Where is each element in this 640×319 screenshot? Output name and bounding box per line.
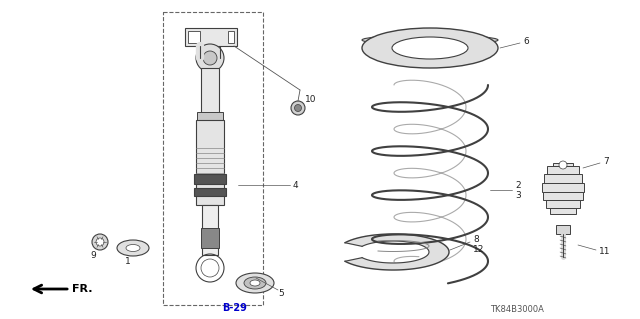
Ellipse shape (244, 277, 266, 289)
Text: B-29: B-29 (222, 303, 247, 313)
Bar (163, 12, 263, 305)
Bar (196, 120, 224, 205)
Text: 9: 9 (90, 251, 96, 261)
Bar (201, 228, 219, 248)
Bar (197, 112, 223, 120)
Polygon shape (345, 234, 449, 270)
Text: 7: 7 (603, 158, 609, 167)
Bar (194, 188, 226, 196)
Ellipse shape (117, 240, 149, 256)
Text: 2: 2 (515, 182, 520, 190)
Text: FR.: FR. (72, 284, 93, 294)
Ellipse shape (236, 273, 274, 293)
Bar (556, 225, 570, 234)
Text: 8: 8 (473, 234, 479, 243)
Bar (543, 192, 583, 200)
Bar (542, 183, 584, 192)
Bar (553, 163, 573, 166)
Text: 4: 4 (293, 181, 299, 189)
Bar (550, 208, 576, 214)
Ellipse shape (362, 28, 498, 68)
Bar (202, 205, 218, 255)
Text: 11: 11 (599, 248, 611, 256)
Bar (185, 28, 237, 46)
Ellipse shape (362, 35, 498, 45)
Ellipse shape (126, 244, 140, 251)
Bar (201, 68, 219, 115)
Text: 5: 5 (278, 288, 284, 298)
Bar (544, 174, 582, 183)
Text: 1: 1 (125, 257, 131, 266)
Bar (188, 31, 200, 43)
Ellipse shape (196, 44, 224, 72)
Bar (228, 31, 234, 43)
Ellipse shape (392, 37, 468, 59)
Text: 12: 12 (473, 246, 484, 255)
Bar (194, 174, 226, 184)
Bar (546, 200, 580, 208)
Ellipse shape (250, 280, 260, 286)
Bar (547, 166, 579, 174)
Ellipse shape (294, 105, 301, 112)
Ellipse shape (96, 238, 104, 246)
Text: 6: 6 (523, 38, 529, 47)
Circle shape (559, 161, 567, 169)
Ellipse shape (92, 234, 108, 250)
Text: 3: 3 (515, 191, 521, 201)
Text: TK84B3000A: TK84B3000A (490, 306, 544, 315)
Ellipse shape (203, 51, 217, 65)
Text: 10: 10 (305, 95, 317, 105)
Ellipse shape (291, 101, 305, 115)
